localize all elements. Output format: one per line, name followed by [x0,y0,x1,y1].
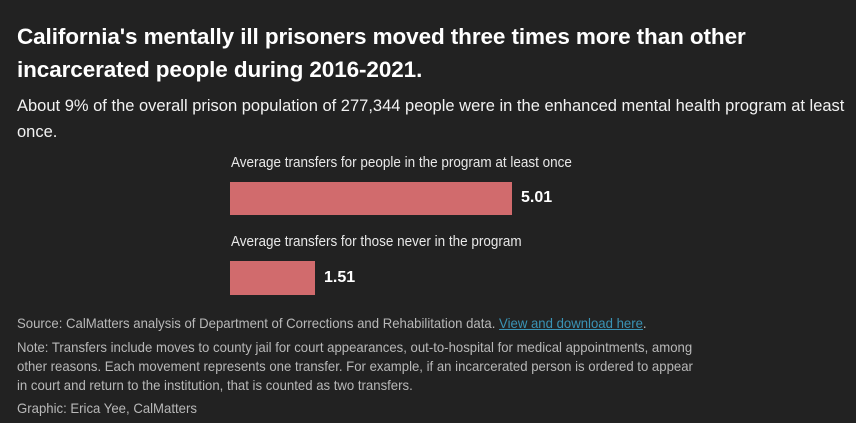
graphic-credit: Graphic: Erica Yee, CalMatters [17,400,197,416]
note-line-1: Note: Transfers include moves to county … [17,339,693,355]
chart-title: California's mentally ill prisoners move… [17,24,746,82]
bar-in-program [230,182,512,215]
download-link[interactable]: View and download here [499,315,643,331]
value-label-in-program: 5.01 [521,189,553,206]
bar-never-in-program [230,261,315,295]
value-label-never-in-program: 1.51 [323,269,356,286]
source-note: Source: CalMatters analysis of Departmen… [17,314,647,332]
bar-label-in-program: Average transfers for people in the prog… [231,155,572,171]
note-line-2: other reasons. Each movement represents … [17,358,693,374]
source-text: Source: CalMatters analysis of Departmen… [17,315,496,331]
bar-label-never-in-program: Average transfers for those never in the… [231,234,522,250]
source-period: . [642,315,647,331]
chart-subtitle: About 9% of the overall prison populatio… [17,97,845,141]
note-line-3: in court and return to the institution, … [17,377,413,393]
